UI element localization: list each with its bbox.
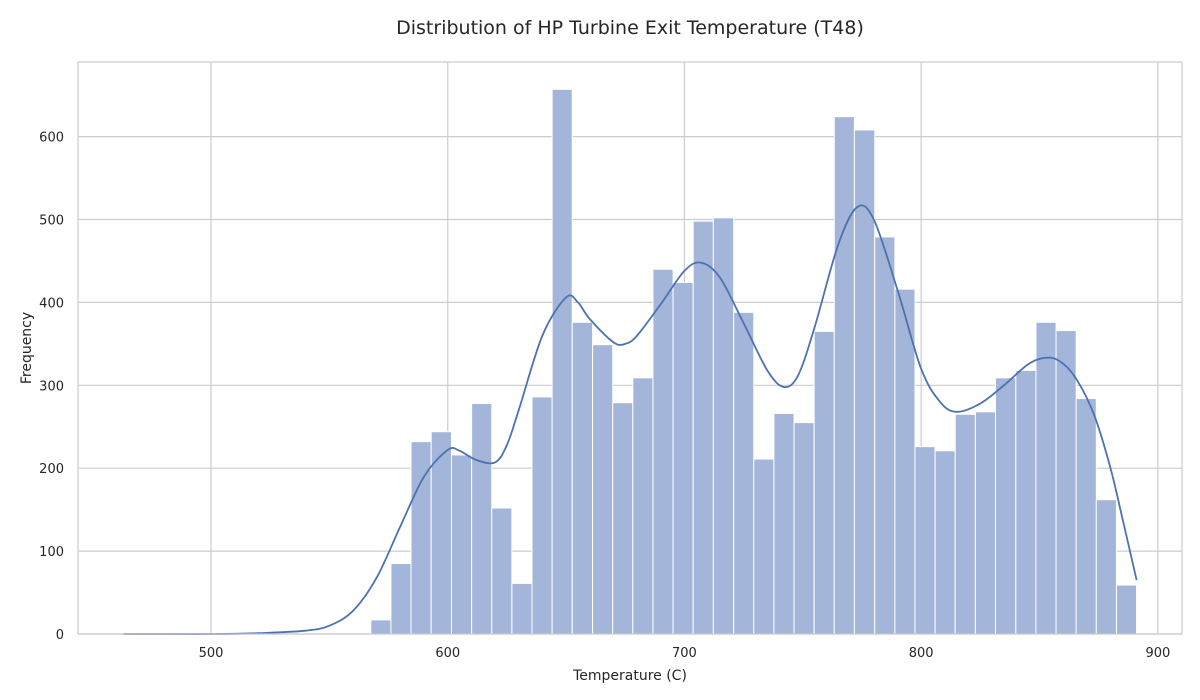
histogram-bar-5 xyxy=(471,403,493,635)
histogram-bar-30 xyxy=(974,411,996,635)
histogram-bar-20 xyxy=(773,412,795,635)
x-axis-ticks: 500 600 700 800 900 xyxy=(199,646,1171,661)
histogram-bars xyxy=(370,88,1138,635)
y-axis-ticks: 0 100 200 300 400 500 600 xyxy=(39,131,64,643)
histogram-bar-37 xyxy=(1115,584,1138,635)
histogram-bar-9 xyxy=(551,88,573,635)
histogram-bar-13 xyxy=(632,377,654,635)
histogram-bar-21 xyxy=(793,422,815,635)
histogram-bar-0 xyxy=(370,619,392,635)
histogram-bar-32 xyxy=(1015,369,1037,635)
histogram-bar-25 xyxy=(874,236,896,635)
histogram-bar-8 xyxy=(531,396,553,635)
histogram-bar-29 xyxy=(954,413,976,635)
y-tick-label-300: 300 xyxy=(39,379,64,394)
histogram-bar-7 xyxy=(511,582,533,635)
plot-frame xyxy=(77,61,1183,635)
histogram-bar-27 xyxy=(914,446,936,635)
chart-title: Distribution of HP Turbine Exit Temperat… xyxy=(396,17,864,39)
histogram-bar-18 xyxy=(733,311,755,635)
histogram-bar-36 xyxy=(1095,499,1117,635)
histogram-bar-11 xyxy=(592,344,614,635)
histogram-bar-16 xyxy=(692,220,714,635)
y-tick-label-0: 0 xyxy=(56,628,64,643)
histogram-bar-17 xyxy=(712,217,735,635)
histogram-bar-12 xyxy=(612,402,634,635)
y-tick-label-200: 200 xyxy=(39,462,64,477)
histogram-bar-34 xyxy=(1055,330,1077,635)
histogram-bar-35 xyxy=(1075,398,1097,635)
histogram-bar-6 xyxy=(491,507,513,635)
histogram-bar-10 xyxy=(571,321,594,635)
x-tick-label-800: 800 xyxy=(909,646,934,661)
x-tick-label-900: 900 xyxy=(1145,646,1170,661)
x-tick-label-700: 700 xyxy=(672,646,697,661)
histogram-bar-14 xyxy=(652,268,674,635)
histogram-bar-31 xyxy=(994,377,1017,635)
x-tick-label-500: 500 xyxy=(199,646,224,661)
y-tick-label-400: 400 xyxy=(39,296,64,311)
histogram-bar-15 xyxy=(672,282,694,635)
kde-curve xyxy=(123,204,1138,635)
histogram-bar-19 xyxy=(753,458,775,635)
histogram-bar-23 xyxy=(833,116,855,635)
x-axis-label: Temperature (C) xyxy=(572,668,687,684)
x-tick-label-600: 600 xyxy=(435,646,460,661)
histogram-bar-28 xyxy=(934,450,956,635)
histogram-bar-22 xyxy=(813,330,835,635)
y-tick-label-500: 500 xyxy=(39,214,64,229)
histogram-bar-33 xyxy=(1035,321,1057,635)
y-tick-label-100: 100 xyxy=(39,545,64,560)
histogram-bar-1 xyxy=(390,563,412,635)
histogram-bar-4 xyxy=(451,454,473,635)
y-axis-label: Frequency xyxy=(19,312,35,384)
y-tick-label-600: 600 xyxy=(39,131,64,146)
